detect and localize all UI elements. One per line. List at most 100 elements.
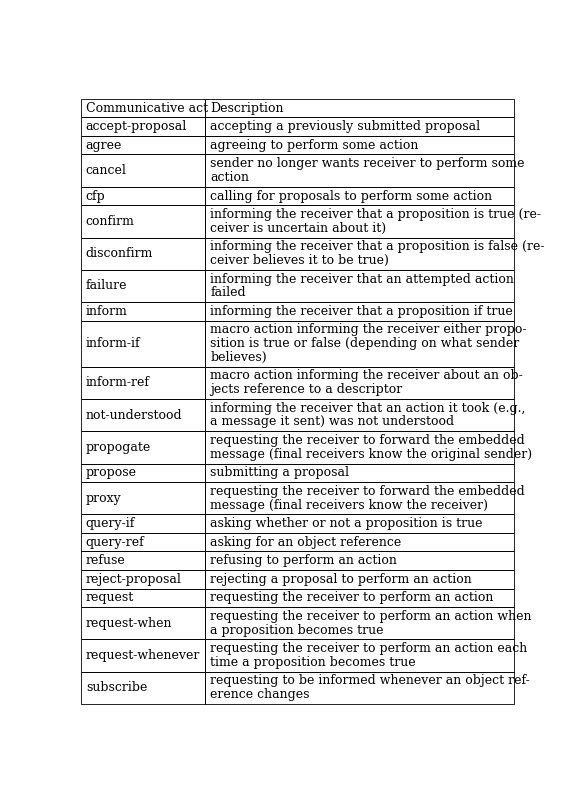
Text: refuse: refuse bbox=[86, 554, 125, 567]
Bar bbox=[205, 238, 514, 270]
Text: propogate: propogate bbox=[86, 441, 151, 454]
Text: cfp: cfp bbox=[86, 190, 106, 202]
Bar bbox=[205, 464, 514, 482]
Text: not-understood: not-understood bbox=[86, 408, 183, 422]
Text: query-ref: query-ref bbox=[86, 536, 144, 549]
Bar bbox=[205, 302, 514, 320]
Bar bbox=[81, 238, 205, 270]
Text: ceiver is uncertain about it): ceiver is uncertain about it) bbox=[210, 222, 386, 235]
Text: Description: Description bbox=[210, 102, 284, 115]
Text: requesting the receiver to forward the embedded: requesting the receiver to forward the e… bbox=[210, 485, 525, 498]
Text: propose: propose bbox=[86, 466, 137, 479]
Text: request-whenever: request-whenever bbox=[86, 649, 200, 662]
Text: failed: failed bbox=[210, 286, 246, 300]
Bar bbox=[81, 302, 205, 320]
Text: believes): believes) bbox=[210, 351, 267, 364]
Text: inform-if: inform-if bbox=[86, 337, 140, 351]
Bar bbox=[81, 672, 205, 704]
Bar bbox=[205, 186, 514, 205]
Bar bbox=[81, 588, 205, 607]
Bar bbox=[205, 482, 514, 515]
Text: reject-proposal: reject-proposal bbox=[86, 573, 182, 586]
Bar bbox=[81, 320, 205, 366]
Text: cancel: cancel bbox=[86, 164, 126, 177]
Text: failure: failure bbox=[86, 279, 127, 293]
Text: informing the receiver that an attempted action: informing the receiver that an attempted… bbox=[210, 273, 514, 285]
Bar bbox=[81, 186, 205, 205]
Text: requesting to be informed whenever an object ref-: requesting to be informed whenever an ob… bbox=[210, 674, 530, 688]
Bar bbox=[205, 270, 514, 302]
Text: erence changes: erence changes bbox=[210, 688, 310, 701]
Bar bbox=[205, 366, 514, 399]
Bar bbox=[205, 117, 514, 136]
Bar bbox=[81, 551, 205, 570]
Text: proxy: proxy bbox=[86, 492, 122, 504]
Text: asking for an object reference: asking for an object reference bbox=[210, 536, 401, 549]
Text: informing the receiver that a proposition if true: informing the receiver that a propositio… bbox=[210, 305, 513, 318]
Text: informing the receiver that a proposition is false (re-: informing the receiver that a propositio… bbox=[210, 240, 545, 253]
Bar bbox=[81, 515, 205, 533]
Text: accept-proposal: accept-proposal bbox=[86, 121, 187, 133]
Text: sender no longer wants receiver to perform some: sender no longer wants receiver to perfo… bbox=[210, 157, 525, 170]
Bar bbox=[205, 607, 514, 639]
Text: jects reference to a descriptor: jects reference to a descriptor bbox=[210, 383, 403, 396]
Bar bbox=[205, 431, 514, 464]
Bar bbox=[81, 639, 205, 672]
Bar bbox=[205, 533, 514, 551]
Text: request-when: request-when bbox=[86, 617, 172, 630]
Text: a message it sent) was not understood: a message it sent) was not understood bbox=[210, 416, 454, 428]
Text: subscribe: subscribe bbox=[86, 681, 147, 695]
Bar bbox=[205, 205, 514, 238]
Text: macro action informing the receiver about an ob-: macro action informing the receiver abou… bbox=[210, 370, 523, 382]
Text: action: action bbox=[210, 171, 249, 184]
Bar bbox=[205, 155, 514, 186]
Bar bbox=[81, 570, 205, 588]
Text: calling for proposals to perform some action: calling for proposals to perform some ac… bbox=[210, 190, 492, 202]
Bar bbox=[81, 117, 205, 136]
Bar bbox=[81, 607, 205, 639]
Bar bbox=[81, 270, 205, 302]
Text: a proposition becomes true: a proposition becomes true bbox=[210, 623, 383, 637]
Text: ceiver believes it to be true): ceiver believes it to be true) bbox=[210, 254, 389, 267]
Text: accepting a previously submitted proposal: accepting a previously submitted proposa… bbox=[210, 121, 480, 133]
Text: message (final receivers know the receiver): message (final receivers know the receiv… bbox=[210, 499, 488, 511]
Bar bbox=[205, 136, 514, 155]
Text: Communicative act: Communicative act bbox=[86, 102, 208, 115]
Text: informing the receiver that an action it took (e.g.,: informing the receiver that an action it… bbox=[210, 402, 525, 415]
Bar bbox=[205, 551, 514, 570]
Bar bbox=[81, 533, 205, 551]
Text: confirm: confirm bbox=[86, 215, 135, 228]
Bar bbox=[81, 464, 205, 482]
Text: requesting the receiver to perform an action: requesting the receiver to perform an ac… bbox=[210, 592, 494, 604]
Text: request: request bbox=[86, 592, 134, 604]
Text: inform: inform bbox=[86, 305, 128, 318]
Text: agreeing to perform some action: agreeing to perform some action bbox=[210, 139, 419, 151]
Bar bbox=[205, 515, 514, 533]
Text: informing the receiver that a proposition is true (re-: informing the receiver that a propositio… bbox=[210, 208, 541, 221]
Text: disconfirm: disconfirm bbox=[86, 247, 153, 260]
Text: sition is true or false (depending on what sender: sition is true or false (depending on wh… bbox=[210, 337, 520, 351]
Text: refusing to perform an action: refusing to perform an action bbox=[210, 554, 397, 567]
Text: query-if: query-if bbox=[86, 517, 135, 531]
Text: requesting the receiver to perform an action each: requesting the receiver to perform an ac… bbox=[210, 642, 527, 655]
Text: rejecting a proposal to perform an action: rejecting a proposal to perform an actio… bbox=[210, 573, 472, 586]
Bar bbox=[205, 570, 514, 588]
Text: inform-ref: inform-ref bbox=[86, 377, 150, 389]
Bar bbox=[81, 136, 205, 155]
Bar bbox=[205, 588, 514, 607]
Bar bbox=[81, 205, 205, 238]
Text: submitting a proposal: submitting a proposal bbox=[210, 466, 349, 479]
Bar bbox=[205, 639, 514, 672]
Text: time a proposition becomes true: time a proposition becomes true bbox=[210, 656, 416, 668]
Text: asking whether or not a proposition is true: asking whether or not a proposition is t… bbox=[210, 517, 483, 531]
Bar bbox=[81, 431, 205, 464]
Bar bbox=[205, 99, 514, 117]
Bar bbox=[81, 155, 205, 186]
Bar bbox=[81, 99, 205, 117]
Text: requesting the receiver to perform an action when: requesting the receiver to perform an ac… bbox=[210, 610, 532, 623]
Text: requesting the receiver to forward the embedded: requesting the receiver to forward the e… bbox=[210, 434, 525, 447]
Bar bbox=[205, 320, 514, 366]
Bar bbox=[81, 366, 205, 399]
Text: macro action informing the receiver either propo-: macro action informing the receiver eith… bbox=[210, 324, 527, 336]
Text: message (final receivers know the original sender): message (final receivers know the origin… bbox=[210, 448, 532, 461]
